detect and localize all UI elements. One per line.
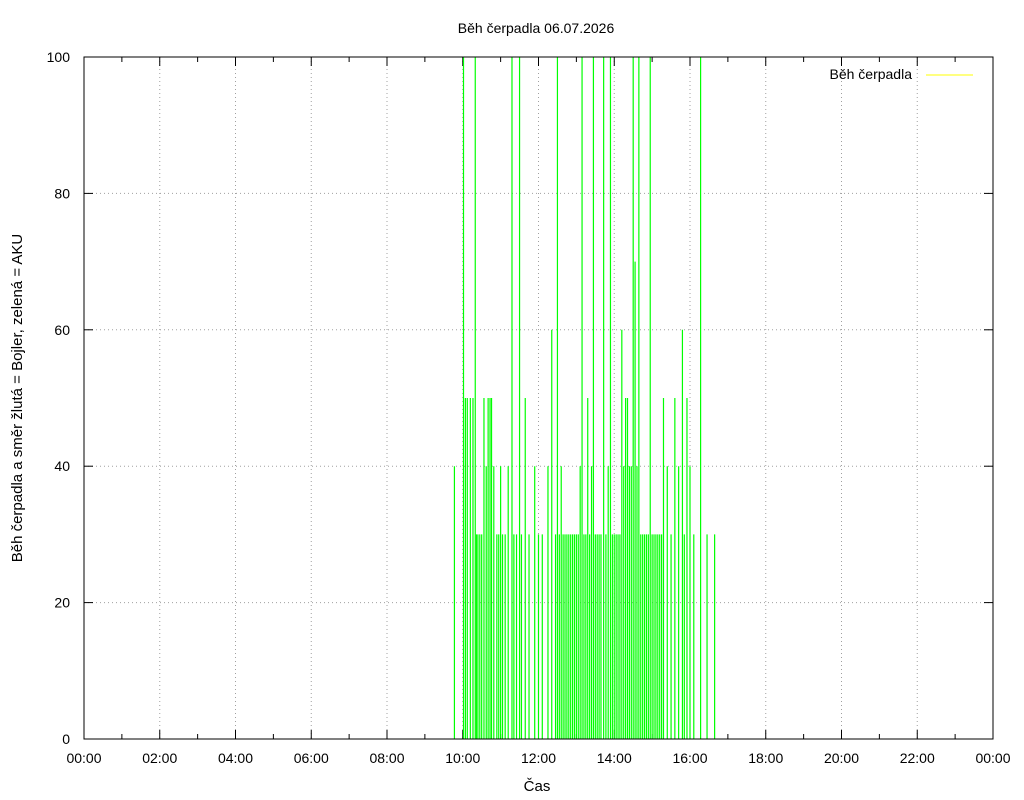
axis-ticks [83,56,994,740]
data-series [453,57,716,739]
x-tick-label: 14:00 [597,750,632,766]
x-tick-label: 08:00 [369,750,404,766]
x-tick-label: 22:00 [900,750,935,766]
x-tick-label: 02:00 [142,750,177,766]
x-tick-label: 18:00 [748,750,783,766]
y-tick-label: 0 [62,731,70,747]
x-tick-label: 12:00 [521,750,556,766]
y-tick-label: 80 [54,185,70,201]
x-axis-label: Čas [524,778,551,795]
x-tick-label: 00:00 [975,750,1010,766]
y-tick-label: 40 [54,458,70,474]
x-axis-tick-labels: 00:00 02:00 04:00 06:00 08:00 10:00 12:00 14:00… [66,750,1010,766]
x-tick-label: 20:00 [824,750,859,766]
y-tick-label: 20 [54,595,70,611]
x-tick-label: 00:00 [66,750,101,766]
x-tick-label: 16:00 [672,750,707,766]
y-axis-label: Běh čerpadla a směr žlutá = Bojler, zele… [9,234,26,563]
legend: Běh čerpadla [829,66,973,82]
y-tick-label: 60 [54,322,70,338]
x-tick-label: 10:00 [445,750,480,766]
legend-label: Běh čerpadla [829,66,912,82]
plot-frame [83,56,994,740]
y-tick-label: 100 [47,49,71,65]
chart-title: Běh čerpadla 06.07.2026 [458,20,615,36]
y-axis-tick-labels: 0 20 40 60 80 100 [47,49,71,747]
x-tick-label: 04:00 [218,750,253,766]
x-tick-label: 06:00 [294,750,329,766]
